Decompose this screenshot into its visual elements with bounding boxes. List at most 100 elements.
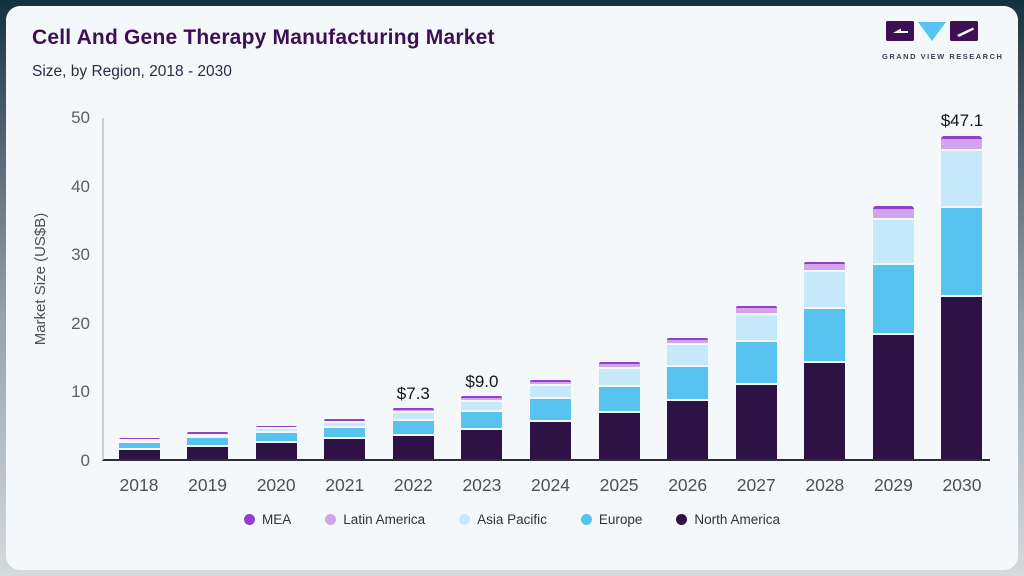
- x-axis-tick-label: 2028: [805, 475, 845, 495]
- legend-label: MEA: [262, 512, 292, 527]
- segment-separator: [529, 396, 571, 399]
- legend-dot-icon: [676, 514, 688, 525]
- bar-segment-mea-2022: [392, 407, 434, 410]
- y-axis-tick-label: 50: [71, 108, 90, 127]
- bar-segment-mea-2023: [461, 396, 503, 399]
- bar-segment-europe-2024: [529, 397, 571, 422]
- bar-segment-north-america-2019: [187, 445, 229, 459]
- bar-segment-north-america-2028: [804, 362, 846, 459]
- chart-legend: MEA Latin America Asia Pacific Europe North …: [6, 512, 1018, 527]
- segment-separator: [735, 340, 777, 343]
- segment-separator: [872, 333, 914, 336]
- segment-separator: [804, 361, 846, 364]
- legend-dot-icon: [580, 514, 592, 525]
- segment-separator: [735, 312, 777, 315]
- x-axis-tick-label: 2019: [188, 475, 228, 495]
- segment-separator: [392, 418, 434, 421]
- segment-separator: [941, 205, 983, 208]
- page-subtitle: Size, by Region, 2018 - 2030: [32, 63, 232, 80]
- segment-separator: [667, 399, 709, 402]
- segment-separator: [187, 444, 229, 447]
- y-axis-tick-label: 0: [80, 451, 90, 470]
- legend-item-europe: Europe: [580, 512, 643, 527]
- segment-separator: [941, 149, 983, 152]
- x-axis-tick-label: 2026: [668, 475, 708, 495]
- segment-separator: [461, 399, 503, 402]
- segment-separator: [529, 420, 571, 423]
- bar-segment-asia-pacific-2021: [324, 421, 366, 428]
- logo-wordmark: GRAND VIEW RESEARCH: [882, 52, 1004, 61]
- bar-value-label: $47.1: [940, 110, 984, 130]
- segment-separator: [872, 263, 914, 266]
- segment-separator: [598, 384, 640, 387]
- bar-segment-latin-america-2027: [735, 308, 777, 314]
- bar-segment-mea-2027: [735, 306, 777, 309]
- bar-segment-latin-america-2024: [529, 382, 571, 386]
- bar-segment-latin-america-2023: [461, 398, 503, 401]
- segment-separator: [941, 295, 983, 298]
- bar-value-label: $7.3: [396, 383, 430, 403]
- bar-segment-latin-america-2026: [667, 340, 709, 345]
- y-axis-tick-label: 30: [71, 245, 90, 265]
- bar-segment-europe-2028: [804, 308, 846, 363]
- segment-separator: [255, 431, 297, 434]
- segment-separator: [598, 366, 640, 369]
- segment-separator: [461, 427, 503, 430]
- segment-separator: [461, 409, 503, 412]
- plot-area: Market Size (US$B) 0 10 20 30 40 50 2018 2019 2…: [32, 108, 990, 495]
- x-axis-tick-label: 2023: [462, 475, 502, 495]
- segment-separator: [804, 270, 846, 273]
- bar-segment-mea-2026: [667, 338, 709, 341]
- bar-segment-north-america-2025: [598, 412, 640, 459]
- x-axis-tick-label: 2021: [325, 475, 365, 495]
- legend-label: Latin America: [343, 512, 426, 527]
- bar-segment-mea-2019: [187, 432, 229, 435]
- bar-segment-asia-pacific-2025: [598, 367, 640, 386]
- bar-segment-north-america-2030: [941, 296, 983, 459]
- bar-segment-europe-2027: [735, 341, 777, 384]
- bar-value-label: $9.0: [465, 372, 499, 392]
- segment-separator: [324, 437, 366, 440]
- legend-label: North America: [694, 512, 780, 527]
- x-axis-tick-label: 2029: [873, 475, 913, 495]
- legend-dot-icon: [244, 514, 256, 525]
- bar-segment-europe-2023: [461, 411, 503, 429]
- bar-segment-mea-2021: [324, 418, 366, 421]
- legend-dot-icon: [459, 514, 471, 525]
- segment-separator: [187, 433, 229, 436]
- bar-segment-asia-pacific-2019: [187, 434, 229, 438]
- legend-item-north-america: North America: [676, 512, 780, 527]
- segment-separator: [255, 440, 297, 443]
- bar-segment-asia-pacific-2029: [872, 218, 914, 265]
- gvr-logo-icon: [884, 21, 984, 50]
- bar-segment-mea-2020: [255, 425, 297, 428]
- segment-separator: [392, 411, 434, 414]
- bar-segment-europe-2025: [598, 385, 640, 413]
- segment-separator: [118, 440, 160, 443]
- segment-separator: [392, 434, 434, 436]
- bar-segment-north-america-2020: [255, 441, 297, 459]
- segment-separator: [255, 427, 297, 430]
- segment-separator: [735, 382, 777, 385]
- bar-segment-europe-2029: [872, 264, 914, 335]
- legend-label: Europe: [598, 512, 643, 527]
- segment-separator: [324, 420, 366, 423]
- bar-segment-mea-2030: [941, 135, 983, 140]
- bar-segment-mea-2029: [872, 205, 914, 209]
- bar-segment-asia-pacific-2020: [255, 428, 297, 433]
- bar-segment-europe-2026: [667, 366, 709, 401]
- bar-segment-latin-america-2029: [872, 208, 914, 219]
- bar-segment-europe-2018: [118, 441, 160, 449]
- bar-segment-asia-pacific-2027: [735, 313, 777, 342]
- legend-item-asia-pacific: Asia Pacific: [459, 512, 547, 527]
- segment-separator: [667, 365, 709, 368]
- legend-item-latin-america: Latin America: [325, 512, 425, 527]
- x-axis-tick-label: 2022: [393, 475, 433, 495]
- bar-segment-north-america-2021: [324, 438, 366, 459]
- segment-separator: [872, 217, 914, 220]
- y-axis-tick-label: 40: [71, 176, 90, 196]
- bar-segment-asia-pacific-2030: [941, 150, 983, 207]
- segment-separator: [187, 436, 229, 439]
- segment-separator: [804, 307, 846, 310]
- page-title: Cell And Gene Therapy Manufacturing Mark…: [32, 26, 495, 49]
